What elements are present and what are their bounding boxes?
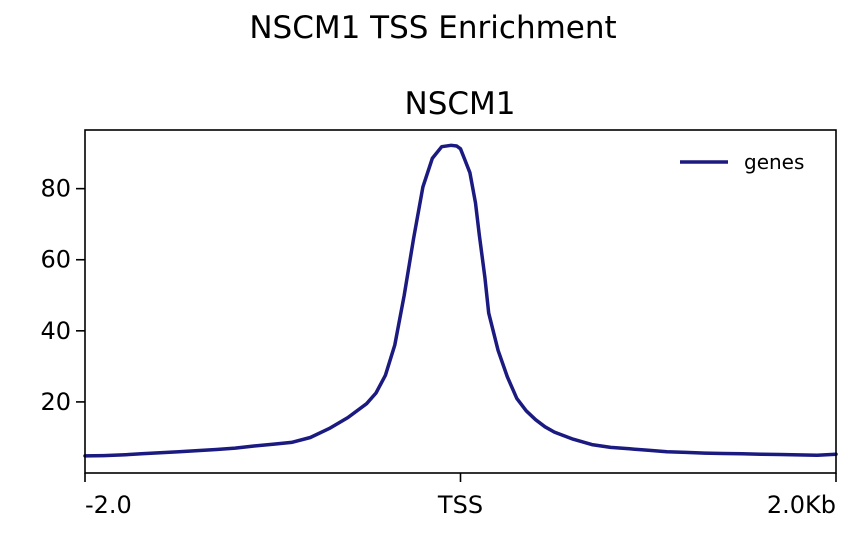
y-tick-label: 60: [40, 246, 71, 274]
y-tick-label: 40: [40, 317, 71, 345]
x-tick-label: 2.0Kb: [767, 491, 836, 519]
x-tick-label: TSS: [437, 491, 483, 519]
y-axis-ticks: 20 40 60 80: [40, 175, 85, 416]
legend-label-genes: genes: [744, 150, 804, 174]
legend: genes: [680, 150, 804, 174]
series-line-genes: [83, 143, 838, 458]
series-layer: [83, 143, 838, 458]
figure-suptitle: NSCM1 TSS Enrichment: [249, 10, 616, 46]
chart-title: NSCM1: [405, 86, 516, 122]
y-tick-label: 20: [40, 388, 71, 416]
x-tick-label: -2.0: [85, 491, 132, 519]
y-tick-label: 80: [40, 175, 71, 203]
plot-frame: [84, 129, 837, 474]
x-axis-ticks: -2.0 TSS 2.0Kb: [84, 473, 837, 519]
